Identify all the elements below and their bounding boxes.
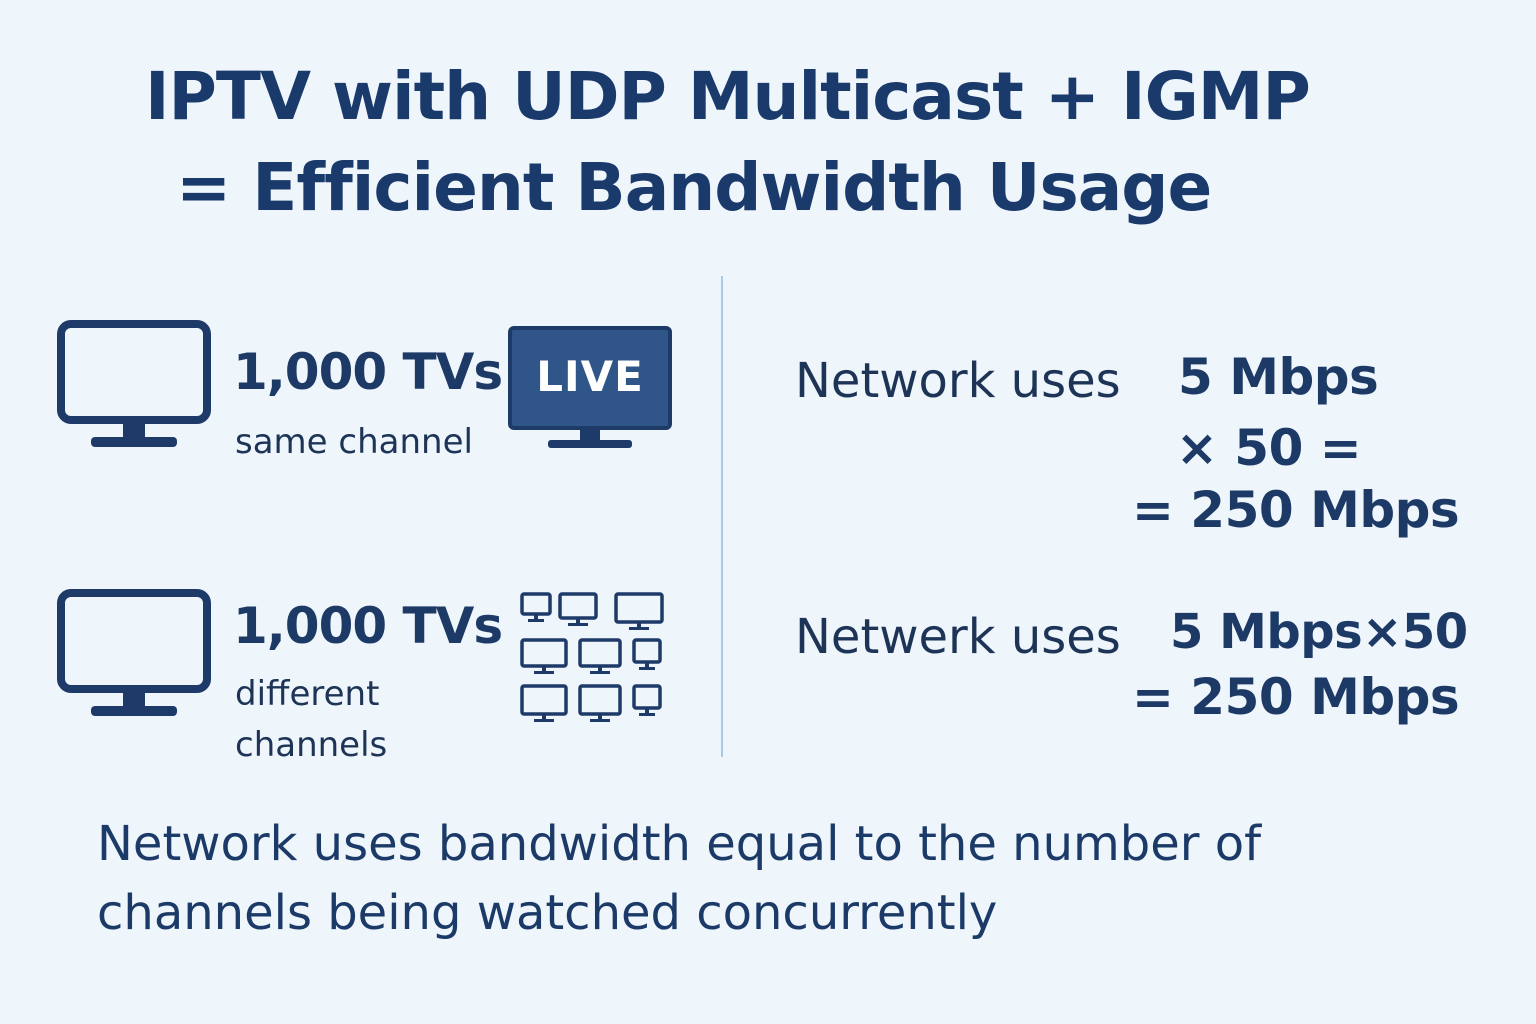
tv-monitor-icon bbox=[57, 320, 211, 447]
live-tv-icon bbox=[508, 326, 672, 448]
network-uses-label-2: Netwerk uses bbox=[795, 609, 1121, 665]
page-title-line-1: IPTV with UDP Multicast + IGMP bbox=[145, 58, 1311, 135]
page-title-line-2: = Efficient Bandwidth Usage bbox=[176, 149, 1212, 226]
vertical-divider bbox=[721, 276, 723, 757]
calc-1-line-3: = 250 Mbps bbox=[1132, 481, 1460, 539]
different-channels-label-line-2: channels bbox=[235, 725, 388, 765]
live-badge: LIVE bbox=[536, 351, 644, 401]
tv-monitor-icon bbox=[57, 589, 211, 716]
same-channel-label: same channel bbox=[235, 422, 473, 462]
tv-count-different-channels: 1,000 TVs bbox=[233, 597, 503, 655]
tv-count-same-channel: 1,000 TVs bbox=[233, 343, 503, 401]
footer-note-line-1: Network uses bandwidth equal to the numb… bbox=[97, 816, 1261, 872]
calc-1-line-2: × 50 = bbox=[1176, 419, 1362, 477]
network-uses-label-1: Network uses bbox=[795, 353, 1121, 409]
calc-2-line-1: 5 Mbps×50 bbox=[1170, 604, 1468, 660]
tv-grid-icon bbox=[520, 592, 664, 722]
footer-note-line-2: channels being watched concurrently bbox=[97, 885, 998, 941]
different-channels-label-line-1: different bbox=[235, 674, 380, 714]
calc-2-line-2: = 250 Mbps bbox=[1132, 668, 1460, 726]
calc-1-line-1: 5 Mbps bbox=[1178, 348, 1379, 406]
